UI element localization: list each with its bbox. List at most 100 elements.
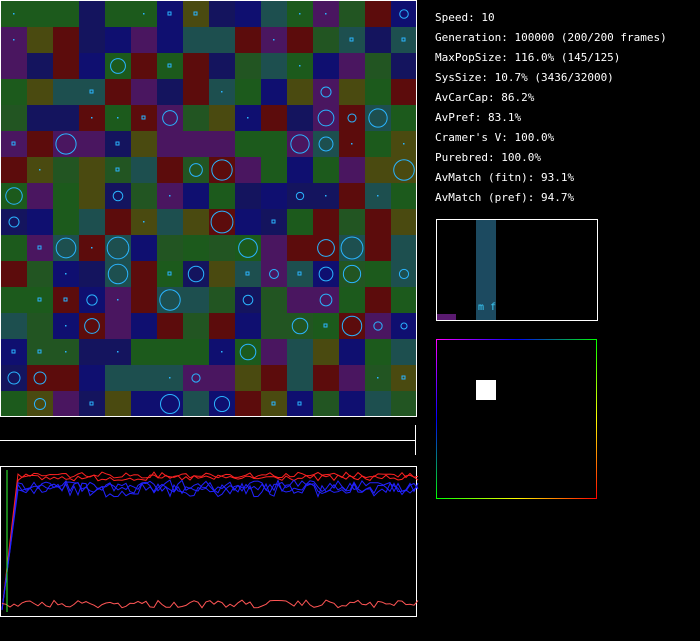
agent [400, 322, 408, 330]
agent-small [11, 349, 16, 354]
cell [131, 235, 157, 261]
cell [27, 183, 53, 209]
cell [365, 27, 391, 53]
history-line [1, 482, 419, 611]
cell [53, 183, 79, 209]
cell [79, 287, 105, 313]
stat-line: Cramer's V: 100.0% [435, 131, 555, 144]
cell [339, 27, 365, 53]
cell [183, 27, 209, 53]
cell [131, 131, 157, 157]
agent-dot [351, 143, 353, 145]
cell [313, 53, 339, 79]
cell [79, 313, 105, 339]
cell [1, 53, 27, 79]
cell [27, 1, 53, 27]
agent-small [401, 375, 406, 380]
cell [313, 313, 339, 339]
agent-small [271, 219, 276, 224]
cell [339, 287, 365, 313]
cell [131, 287, 157, 313]
agent [239, 343, 257, 361]
cell [105, 53, 131, 79]
cell [157, 391, 183, 417]
cell [27, 79, 53, 105]
cell [105, 365, 131, 391]
cell [1, 209, 27, 235]
cell [391, 391, 417, 417]
cell [391, 1, 417, 27]
cell [1, 131, 27, 157]
agent [5, 187, 23, 205]
agent-dot [299, 65, 301, 67]
cell [287, 235, 313, 261]
cell [131, 53, 157, 79]
cell [287, 209, 313, 235]
agent [187, 265, 205, 283]
agent-dot [221, 351, 223, 353]
cell [53, 209, 79, 235]
cell [235, 287, 261, 313]
cell [313, 365, 339, 391]
cell [339, 79, 365, 105]
cell [79, 131, 105, 157]
cell [1, 391, 27, 417]
cell [209, 235, 235, 261]
agent [160, 394, 180, 414]
cell [157, 209, 183, 235]
agent [86, 294, 98, 306]
cell [157, 53, 183, 79]
agent-small [11, 141, 16, 146]
cell [209, 391, 235, 417]
cell [157, 235, 183, 261]
cell [235, 209, 261, 235]
cell [339, 183, 365, 209]
agent-dot [377, 377, 379, 379]
cell [27, 261, 53, 287]
cell [53, 27, 79, 53]
cell [313, 235, 339, 261]
agent [399, 9, 409, 19]
cell [1, 313, 27, 339]
agent-dot [65, 325, 67, 327]
agent [213, 395, 231, 413]
cell [235, 339, 261, 365]
cell [391, 105, 417, 131]
agent [341, 315, 363, 337]
agent [107, 263, 129, 285]
cell [391, 27, 417, 53]
agent [398, 268, 410, 280]
cell [339, 313, 365, 339]
stats-panel: Speed: 10 Generation: 100000 (200/200 fra… [435, 11, 667, 204]
cell [391, 235, 417, 261]
cell [339, 209, 365, 235]
cell [391, 365, 417, 391]
cell [1, 261, 27, 287]
cell [287, 79, 313, 105]
cell [105, 27, 131, 53]
cell [313, 131, 339, 157]
agent [238, 238, 258, 258]
agent-small [297, 271, 302, 276]
agent [368, 108, 388, 128]
cell [105, 391, 131, 417]
cell [79, 1, 105, 27]
agent [55, 237, 77, 259]
cell [313, 339, 339, 365]
cell [261, 79, 287, 105]
agent-small [297, 401, 302, 406]
cell [313, 391, 339, 417]
cell [131, 365, 157, 391]
cell [391, 339, 417, 365]
histogram-bar [437, 314, 456, 320]
cell [235, 183, 261, 209]
cell [391, 209, 417, 235]
cell [339, 157, 365, 183]
histogram-frame [436, 219, 598, 321]
cell [391, 287, 417, 313]
cell [313, 27, 339, 53]
cell [157, 287, 183, 313]
stat-line: AvMatch (pref): 94.7% [435, 191, 574, 204]
agent [112, 190, 124, 202]
